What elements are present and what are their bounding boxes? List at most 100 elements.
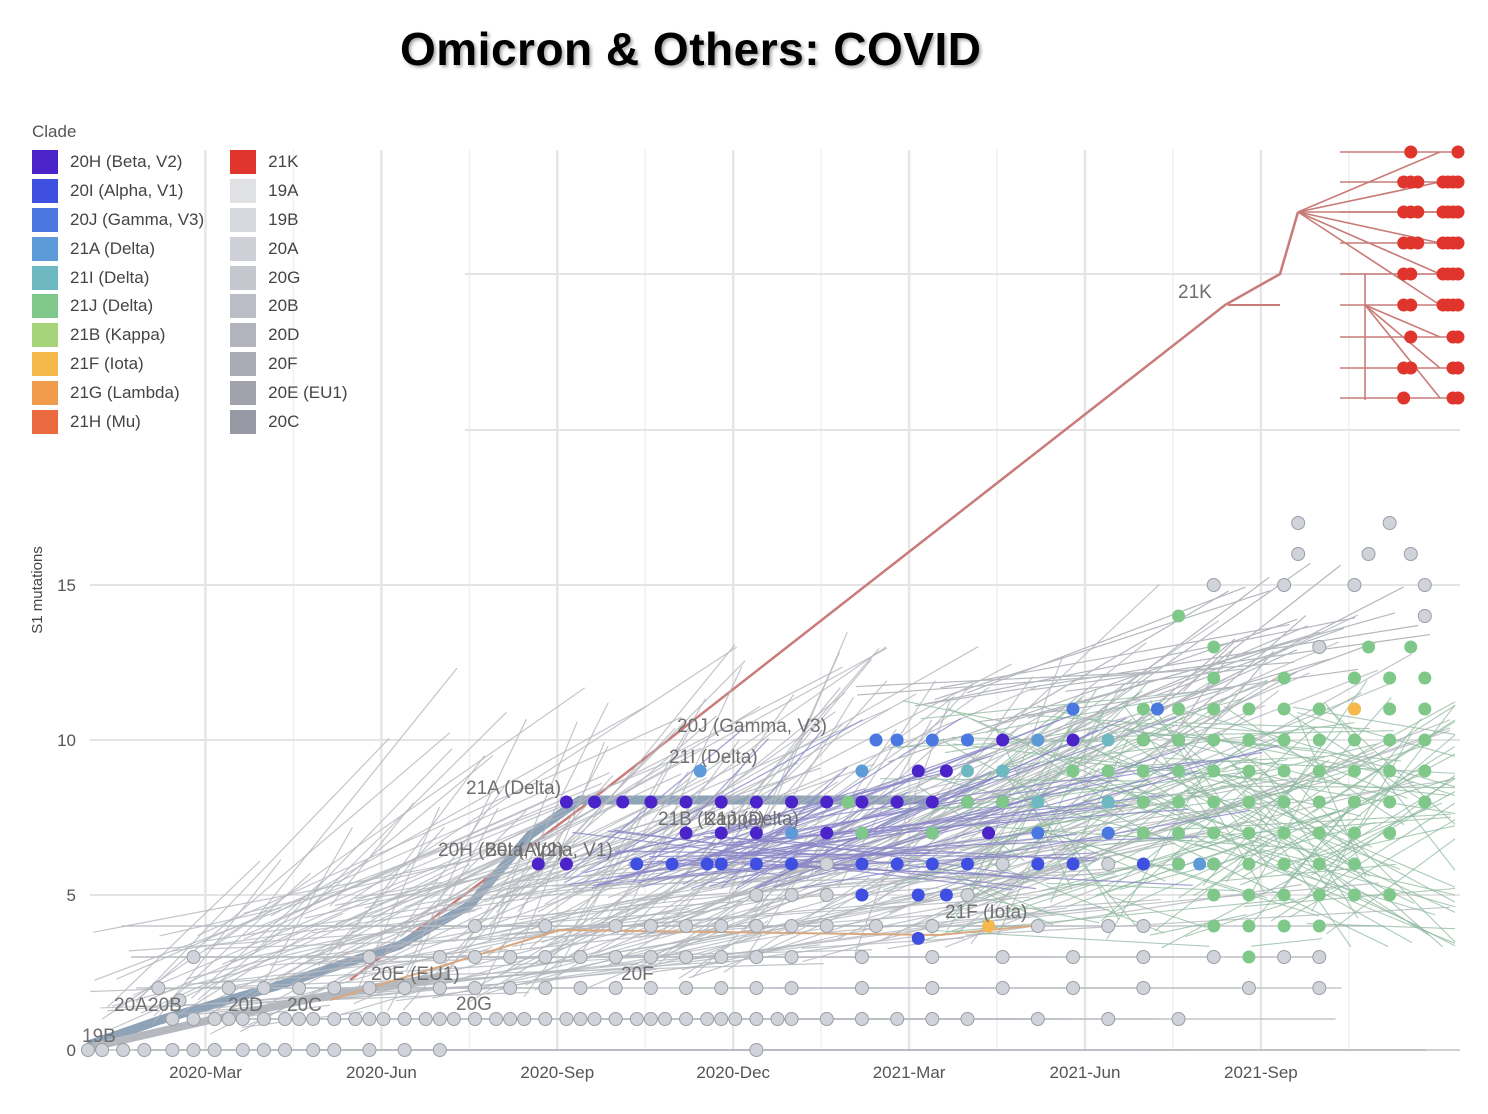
legend-item-21f-iota[interactable]: 21F (Iota)	[32, 350, 204, 379]
branch-purple	[649, 852, 961, 858]
branch-green	[1275, 825, 1456, 866]
y-tick-label: 5	[67, 886, 76, 905]
clade-label-20h-beta-v2: 20H (Beta, V2)	[438, 840, 564, 861]
point-21j-delta-	[1383, 795, 1397, 809]
point-background	[467, 919, 482, 933]
point-21k	[1397, 391, 1411, 405]
branch-green	[1324, 775, 1456, 878]
point-background	[629, 1012, 644, 1026]
point-background	[995, 857, 1010, 871]
branch-grey	[486, 838, 1053, 994]
branch-purple	[592, 808, 904, 887]
legend-item-20f[interactable]: 20F	[230, 350, 347, 379]
point-20h-beta-v2-	[925, 795, 939, 809]
point-background	[397, 1043, 412, 1057]
x-tick-label: 2021-Mar	[873, 1063, 946, 1082]
legend-item-20i-alpha-v1[interactable]: 20I (Alpha, V1)	[32, 177, 204, 206]
branch-grey	[338, 755, 486, 951]
branch-green	[1249, 803, 1355, 927]
branch-green	[946, 812, 1025, 931]
legend-item-20d[interactable]: 20D	[230, 321, 347, 350]
legend-label: 20B	[268, 296, 299, 316]
legend-item-21h-mu[interactable]: 21H (Mu)	[32, 407, 204, 436]
point-20h-beta-v2-	[616, 795, 630, 809]
branch-grey	[966, 586, 1246, 694]
point-21k	[1404, 145, 1418, 159]
branch-grey	[1126, 576, 1270, 686]
legend-item-20b[interactable]: 20B	[230, 292, 347, 321]
branch-grey	[502, 851, 697, 974]
legend-label: 20H (Beta, V2)	[70, 152, 183, 172]
branch-green	[1187, 771, 1289, 795]
legend-label: 20F	[268, 353, 298, 373]
point-background	[819, 1012, 834, 1026]
point-background	[278, 1012, 293, 1026]
legend-item-20g[interactable]: 20G	[230, 263, 347, 292]
point-21j-delta-	[1312, 764, 1326, 778]
point-21j-delta-	[1136, 702, 1150, 716]
point-21j-delta-	[1207, 733, 1221, 747]
point-background	[151, 981, 166, 995]
branch-grey	[943, 751, 1375, 909]
legend-label: 20J (Gamma, V3)	[70, 209, 205, 229]
point-21j-delta-	[960, 795, 974, 809]
legend-item-20e-eu1[interactable]: 20E (EU1)	[230, 378, 348, 407]
point-21j-delta-	[1242, 888, 1256, 902]
point-20h-beta-v2-	[785, 795, 799, 809]
legend-swatch	[230, 207, 257, 232]
point-21j-delta-	[1347, 733, 1361, 747]
point-20i-alpha-v1-	[960, 857, 974, 871]
branch-green	[1037, 705, 1389, 797]
point-20h-beta-v2-	[890, 795, 904, 809]
point-20j-gamma-v3-	[1101, 826, 1115, 840]
legend-item-21k[interactable]: 21K	[230, 148, 347, 177]
branch-purple	[764, 829, 1050, 870]
legend-item-20h-beta-v2[interactable]: 20H (Beta, V2)	[32, 148, 204, 177]
legend-item-20c[interactable]: 20C	[230, 407, 347, 436]
point-21i-delta-	[1101, 795, 1115, 809]
legend-item-21b-kappa[interactable]: 21B (Kappa)	[32, 321, 204, 350]
x-tick-label: 2020-Mar	[169, 1063, 242, 1082]
branch-grey	[638, 890, 763, 939]
point-background	[397, 981, 412, 995]
point-background	[749, 981, 764, 995]
legend-label: 21G (Lambda)	[70, 382, 180, 402]
point-background	[784, 888, 799, 902]
legend-label: 21H (Mu)	[70, 411, 141, 431]
point-21j-delta-	[1383, 764, 1397, 778]
point-background	[784, 1012, 799, 1026]
branch-green	[922, 833, 1244, 942]
point-21k	[1446, 330, 1460, 344]
point-background	[1312, 981, 1327, 995]
point-background	[186, 1043, 201, 1057]
point-21j-delta-	[1277, 702, 1291, 716]
branch-grey	[163, 927, 318, 1025]
branch-green	[1108, 730, 1394, 738]
legend-item-20j-gamma-v3[interactable]: 20J (Gamma, V3)	[32, 206, 204, 235]
point-20h-beta-v2-	[982, 826, 996, 840]
branch-grey	[338, 925, 580, 979]
point-background	[643, 1012, 658, 1026]
point-21j-delta-	[1101, 764, 1115, 778]
legend-item-21g-lambda[interactable]: 21G (Lambda)	[32, 378, 204, 407]
branch-purple	[775, 779, 992, 857]
point-20h-beta-v2-	[714, 795, 728, 809]
point-21j-delta-	[1242, 733, 1256, 747]
branch-green	[1032, 743, 1377, 831]
branch-purple	[656, 833, 1078, 879]
legend-item-21a-delta[interactable]: 21A (Delta)	[32, 234, 204, 263]
legend-swatch	[230, 323, 257, 348]
point-background	[432, 1012, 447, 1026]
point-background	[432, 1043, 447, 1057]
point-20h-beta-v2-	[749, 795, 763, 809]
point-21j-delta-	[925, 826, 939, 840]
legend-item-21j-delta[interactable]: 21J (Delta)	[32, 292, 204, 321]
legend-item-19b[interactable]: 19B	[230, 206, 347, 235]
legend-item-20a[interactable]: 20A	[230, 234, 347, 263]
legend-item-19a[interactable]: 19A	[230, 177, 347, 206]
point-background	[278, 1043, 293, 1057]
branch-grey	[485, 711, 836, 958]
legend-item-21i-delta[interactable]: 21I (Delta)	[32, 263, 204, 292]
point-20h-beta-v2-	[820, 795, 834, 809]
